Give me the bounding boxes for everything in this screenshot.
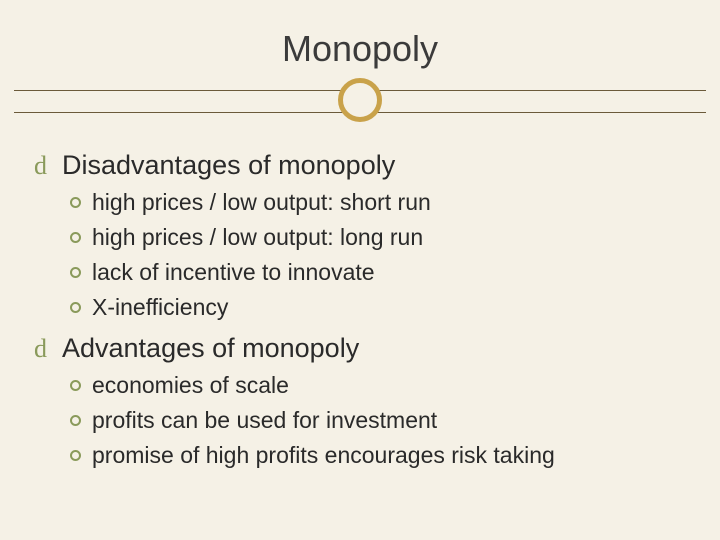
hollow-circle-bullet-icon bbox=[70, 267, 92, 278]
list-item-text: high prices / low output: short run bbox=[92, 189, 431, 216]
section-heading: d Advantages of monopoly bbox=[34, 333, 686, 364]
content-area: d Disadvantages of monopoly high prices … bbox=[14, 134, 706, 469]
list-item: profits can be used for investment bbox=[70, 407, 686, 434]
list-item: high prices / low output: short run bbox=[70, 189, 686, 216]
hollow-circle-bullet-icon bbox=[70, 302, 92, 313]
hollow-circle-bullet-icon bbox=[70, 415, 92, 426]
section-heading-text: Advantages of monopoly bbox=[62, 333, 359, 364]
list-item: economies of scale bbox=[70, 372, 686, 399]
swirl-bullet-icon: d bbox=[34, 153, 62, 179]
divider-group bbox=[14, 88, 706, 134]
list-item-text: lack of incentive to innovate bbox=[92, 259, 375, 286]
hollow-circle-bullet-icon bbox=[70, 232, 92, 243]
swirl-bullet-icon: d bbox=[34, 336, 62, 362]
list-item: high prices / low output: long run bbox=[70, 224, 686, 251]
hollow-circle-bullet-icon bbox=[70, 380, 92, 391]
list-item: promise of high profits encourages risk … bbox=[70, 442, 686, 469]
hollow-circle-bullet-icon bbox=[70, 197, 92, 208]
list-item-text: X-inefficiency bbox=[92, 294, 228, 321]
ring-icon bbox=[338, 78, 382, 122]
slide-title: Monopoly bbox=[14, 14, 706, 88]
slide-inner: Monopoly d Disadvantages of monopoly hig… bbox=[14, 14, 706, 526]
section-heading: d Disadvantages of monopoly bbox=[34, 150, 686, 181]
list-item: X-inefficiency bbox=[70, 294, 686, 321]
list-item: lack of incentive to innovate bbox=[70, 259, 686, 286]
list-item-text: economies of scale bbox=[92, 372, 289, 399]
list-item-text: high prices / low output: long run bbox=[92, 224, 423, 251]
list-item-text: profits can be used for investment bbox=[92, 407, 437, 434]
section-heading-text: Disadvantages of monopoly bbox=[62, 150, 395, 181]
list-item-text: promise of high profits encourages risk … bbox=[92, 442, 555, 469]
hollow-circle-bullet-icon bbox=[70, 450, 92, 461]
slide: Monopoly d Disadvantages of monopoly hig… bbox=[0, 0, 720, 540]
